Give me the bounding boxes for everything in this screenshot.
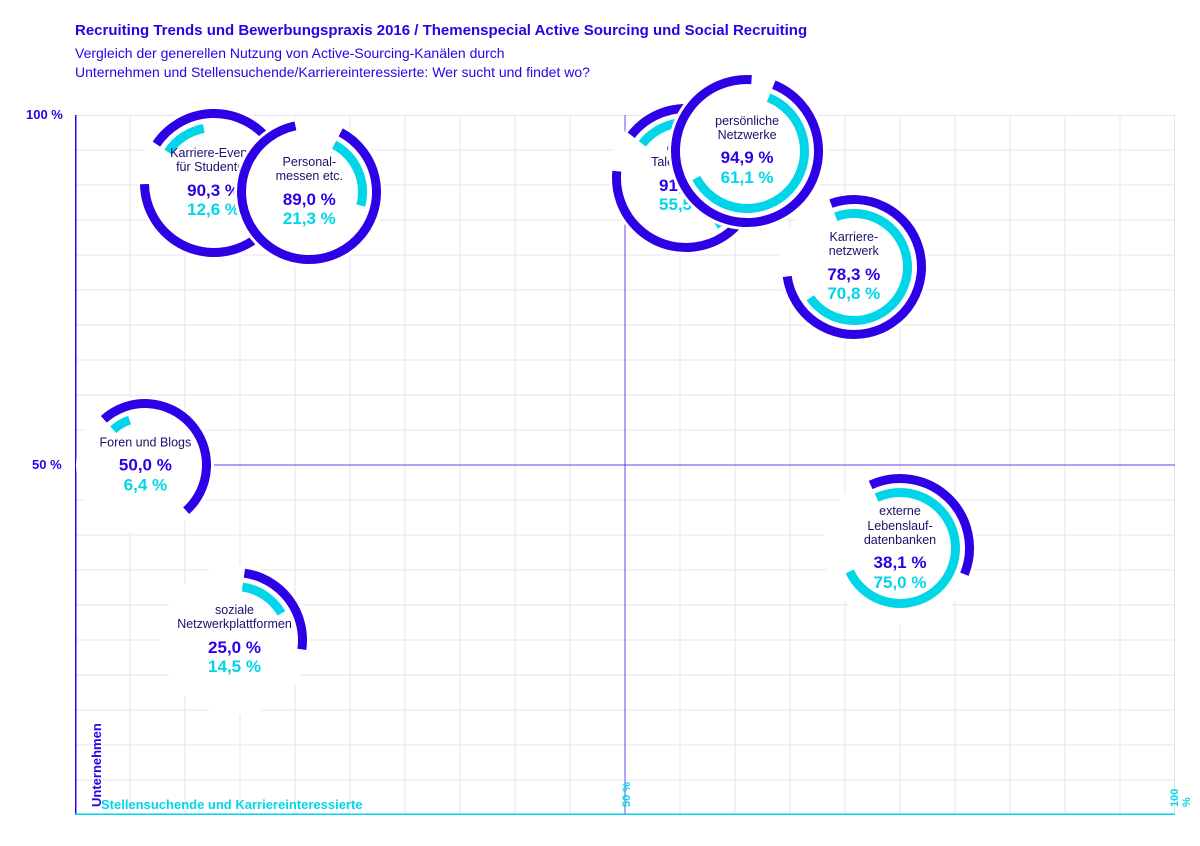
bubble-value-candidates: 70,8 % [775,284,933,304]
x-tick-50-inline: 50 % [621,782,633,807]
bubble-value-companies: 25,0 % [156,638,314,658]
bubble-value-companies: 94,9 % [664,149,830,169]
bubble-label: externeLebenslauf-datenbanken [819,504,981,547]
bubble-6: externeLebenslauf-datenbanken 38,1 %75,0 … [819,467,981,629]
bubble-value-companies: 89,0 % [230,190,388,210]
x-axis-title: Stellensuchende und Karriereinteressiert… [101,797,363,812]
bubble-label: Karriere-netzwerk [775,230,933,259]
bubble-value-candidates: 61,1 % [664,168,830,188]
bubble-1: Personal-messen etc. 89,0 %21,3 % [230,113,388,271]
chart-title: Recruiting Trends und Bewerbungspraxis 2… [75,22,1075,41]
bubble-value-candidates: 21,3 % [230,209,388,229]
y-tick-100: 100 % [26,107,63,122]
bubble-label: sozialeNetzwerkplattformen [156,603,314,632]
bubble-label: Personal-messen etc. [230,155,388,184]
bubble-value-companies: 38,1 % [819,553,981,573]
bubble-value-candidates: 6,4 % [72,475,218,495]
bubble-label: persönlicheNetzwerke [664,114,830,143]
chart-subtitle-2: Unternehmen und Stellensuchende/Karriere… [75,63,1075,82]
chart-title-block: Recruiting Trends und Bewerbungspraxis 2… [75,22,1075,82]
y-tick-50: 50 % [32,457,62,472]
bubble-label: Foren und Blogs [72,435,218,449]
bubble-value-companies: 78,3 % [775,265,933,285]
y-axis-title: Unternehmen [89,723,104,807]
chart-subtitle-1: Vergleich der generellen Nutzung von Act… [75,44,1075,63]
x-tick-100-inline: 100 % [1169,776,1193,807]
bubble-value-candidates: 75,0 % [819,573,981,593]
bubble-value-companies: 50,0 % [72,456,218,476]
bubble-value-candidates: 14,5 % [156,657,314,677]
bubble-5: Foren und Blogs 50,0 %6,4 % [72,392,218,538]
bubble-7: sozialeNetzwerkplattformen 25,0 %14,5 % [156,561,314,719]
bubble-4: Karriere-netzwerk 78,3 %70,8 % [775,188,933,346]
